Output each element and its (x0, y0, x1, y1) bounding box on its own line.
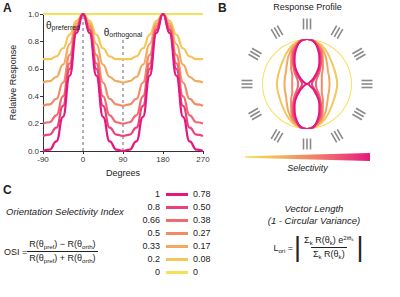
html-text:R(θpref) + R(θorth): R(θpref) + R(θorth) (29, 253, 96, 264)
html-text:0.08: 0.08 (193, 254, 211, 264)
html-text:0.33: 0.33 (142, 241, 160, 251)
html-text:0.78: 0.78 (193, 189, 211, 199)
html-text:1: 1 (155, 189, 160, 199)
html-text:0.38: 0.38 (193, 215, 211, 225)
svg-text:180: 180 (156, 155, 170, 164)
html-text:0.66: 0.66 (142, 215, 160, 225)
svg-text:Degrees: Degrees (106, 168, 141, 178)
svg-text:θ: θ (103, 26, 110, 38)
html-text:0.8: 0.8 (147, 202, 160, 212)
html-text:A: A (3, 1, 12, 15)
svg-text:θ: θ (46, 20, 52, 31)
html-text:Selectivity: Selectivity (287, 163, 328, 173)
svg-text:1.0: 1.0 (28, 10, 40, 19)
html-text:0.17: 0.17 (193, 241, 211, 251)
html-text:C: C (3, 183, 12, 197)
svg-text:Relative Response: Relative Response (8, 45, 18, 121)
html-text:(1 - Circular Variance): (1 - Circular Variance) (267, 215, 361, 226)
html-text:0.50: 0.50 (193, 202, 211, 212)
html-text:0.2: 0.2 (147, 254, 160, 264)
svg-text:orthogonal: orthogonal (109, 31, 143, 39)
html-text:ΣkR(θk) e2iθk: ΣkR(θk) e2iθk (304, 233, 354, 246)
html-text:R(θpref) − R(θorth): R(θpref) − R(θorth) (29, 239, 96, 250)
html-text:B: B (218, 1, 227, 15)
svg-text:0.0: 0.0 (27, 146, 39, 156)
html-text:Orientation Selectivity Index: Orientation Selectivity Index (6, 206, 124, 217)
svg-text:0.8: 0.8 (28, 37, 40, 46)
html-text:ΣkR(θk): ΣkR(θk) (312, 249, 345, 260)
html-text:0: 0 (155, 267, 160, 277)
html-text:Lori=: Lori= (273, 242, 293, 254)
html-text:Response Profile: Response Profile (273, 2, 342, 12)
html-text:0.5: 0.5 (147, 228, 160, 238)
html-text:0: 0 (193, 267, 198, 277)
html-text:Vector Length: Vector Length (284, 203, 344, 214)
svg-text:preferred: preferred (52, 24, 81, 32)
html-text:OSI =: OSI = (4, 246, 28, 257)
svg-text:0.2: 0.2 (28, 119, 40, 128)
svg-text:-90: -90 (37, 155, 49, 164)
svg-text:90: 90 (119, 155, 128, 164)
svg-text:0.6: 0.6 (28, 64, 40, 73)
html-text:0.27: 0.27 (193, 228, 211, 238)
svg-text:0.4: 0.4 (28, 92, 40, 101)
svg-text:270: 270 (196, 155, 210, 164)
svg-text:0: 0 (81, 155, 86, 164)
